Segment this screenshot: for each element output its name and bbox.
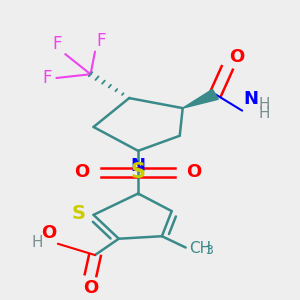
Text: O: O: [187, 163, 202, 181]
Text: 3: 3: [205, 244, 213, 257]
Text: H: H: [259, 106, 270, 121]
Text: F: F: [97, 32, 106, 50]
Text: F: F: [53, 35, 62, 53]
Text: O: O: [229, 48, 244, 66]
Text: O: O: [41, 224, 56, 242]
Text: N: N: [244, 90, 259, 108]
Text: O: O: [74, 163, 90, 181]
Text: S: S: [130, 162, 146, 182]
Text: S: S: [72, 204, 86, 223]
Text: N: N: [130, 157, 146, 175]
Text: F: F: [42, 69, 52, 87]
Text: CH: CH: [189, 241, 212, 256]
Text: O: O: [83, 279, 98, 297]
Text: H: H: [259, 97, 270, 112]
Text: H: H: [32, 235, 43, 250]
Polygon shape: [183, 89, 218, 108]
